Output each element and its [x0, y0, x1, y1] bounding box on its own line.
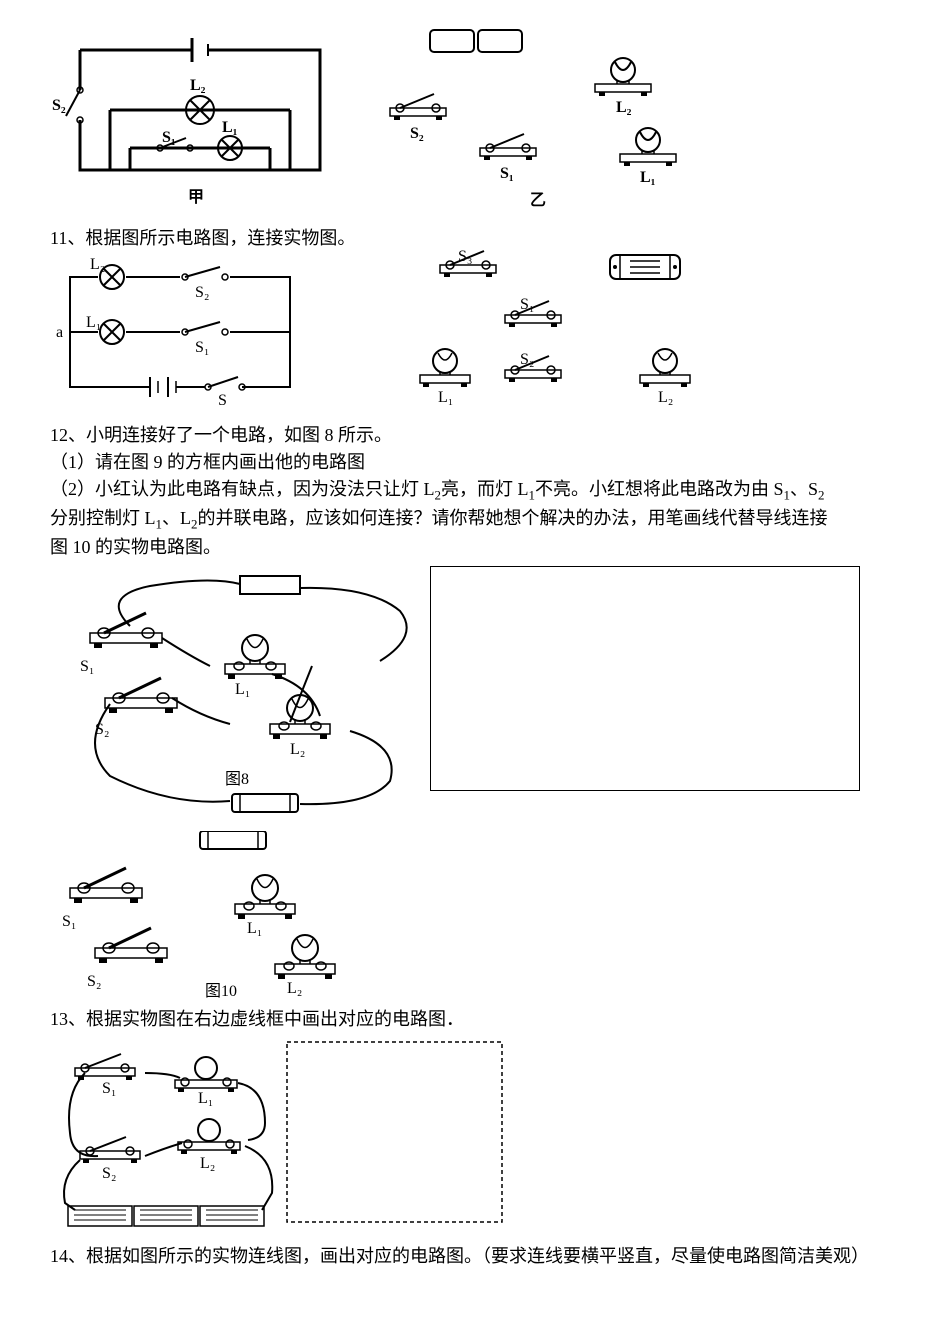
- q11-label-s2: S₂: [195, 284, 209, 301]
- q10-label-l2-left: L₂: [190, 77, 206, 94]
- q11-label-s1: S₁: [195, 339, 209, 356]
- q12-fig8: S₁ S₂ L₁: [50, 566, 430, 826]
- q11-label-l1: L₁: [86, 314, 101, 331]
- q12-f10-cap: 图10: [205, 983, 237, 1000]
- q12-text-block: 12、小明连接好了一个电路，如图 8 所示。 （1）请在图 9 的方框内画出他的…: [50, 422, 900, 561]
- q10-label-s2-left: S₂: [52, 97, 66, 114]
- q13-l2: L₂: [200, 1155, 215, 1172]
- q10-label-l2-right: L₂: [616, 99, 632, 116]
- q12-f8-l1: L₁: [235, 681, 250, 698]
- q13-s1: S₁: [102, 1080, 116, 1097]
- q12-f8-s1: S₁: [80, 658, 94, 675]
- q12-figure-row-a: S₁ S₂ L₁: [50, 566, 900, 826]
- q14-text: 14、根据如图所示的实物连线图，画出对应的电路图。（要求连线要横平竖直，尽量使电…: [50, 1243, 900, 1270]
- q10-label-l1-left: L₁: [222, 119, 238, 136]
- q10-caption-jia: 甲: [188, 188, 204, 206]
- q10-schematic-jia: S₂ L₂ S₁ L₁ 甲: [50, 20, 330, 220]
- q10-label-s2-right: S₂: [410, 125, 424, 142]
- q10-physical-yi: S₂ S₁ L₂: [370, 20, 710, 220]
- q11-label-s2r: S₂: [520, 351, 534, 368]
- q12-line2: （1）请在图 9 的方框内画出他的电路图: [50, 449, 900, 476]
- q11-label-s1r: S₁: [520, 296, 534, 313]
- q11-label-l2: L₂: [90, 257, 105, 273]
- q10-label-s1-right: S₁: [500, 165, 514, 182]
- q11-label-l2r: L₂: [658, 389, 673, 406]
- q11-schematic: S a L₂ S₂ L₁ S₁: [50, 257, 310, 417]
- q10-label-l1-right: L₁: [640, 169, 656, 186]
- q12-f10-s1: S₁: [62, 913, 76, 930]
- q12-f10-l1: L₁: [247, 920, 262, 937]
- q12-f8-cap: 图8: [225, 771, 249, 788]
- q12-line3: （2）小红认为此电路有缺点，因为没法只让灯 L2亮，而灯 L1不亮。小红想将此电…: [50, 476, 900, 505]
- q13-dashed-box: [285, 1040, 535, 1230]
- q11-figure-row: S a L₂ S₂ L₁ S₁: [50, 257, 900, 417]
- q12-fig10: S₁ S₂ L₁: [50, 831, 430, 1011]
- q11-label-a: a: [56, 324, 63, 341]
- q11-label-s3: S₃: [458, 248, 472, 265]
- q13-physical: S₁ L₁ S₂ L₂: [50, 1038, 290, 1238]
- q11-label-l1r: L₁: [438, 389, 453, 406]
- q12-f10-s2: S₂: [87, 973, 101, 990]
- q12-fig9-empty-box: [430, 566, 860, 791]
- q13-l1: L₁: [198, 1090, 213, 1107]
- q12-f8-l2: L₂: [290, 741, 305, 758]
- q10-caption-yi: 乙: [530, 192, 546, 209]
- q11-physical: S₃ S₁ S: [400, 247, 780, 407]
- q12-line4: 分别控制灯 L1、L2的并联电路，应该如何连接？请你帮她想个解决的办法，用笔画线…: [50, 505, 900, 534]
- q12-line5: 图 10 的实物电路图。: [50, 534, 900, 561]
- q12-line1: 12、小明连接好了一个电路，如图 8 所示。: [50, 422, 900, 449]
- q10-label-s1-left: S₁: [162, 129, 176, 146]
- q13-s2: S₂: [102, 1165, 116, 1182]
- q12-f10-l2: L₂: [287, 980, 302, 997]
- q10-figure-row: S₂ L₂ S₁ L₁ 甲: [50, 20, 900, 220]
- q11-label-s: S: [218, 392, 227, 409]
- q12-f8-s2: S₂: [95, 721, 109, 738]
- q13-figure-row: S₁ L₁ S₂ L₂: [50, 1038, 900, 1238]
- q12-figure-row-b: S₁ S₂ L₁: [50, 831, 900, 1001]
